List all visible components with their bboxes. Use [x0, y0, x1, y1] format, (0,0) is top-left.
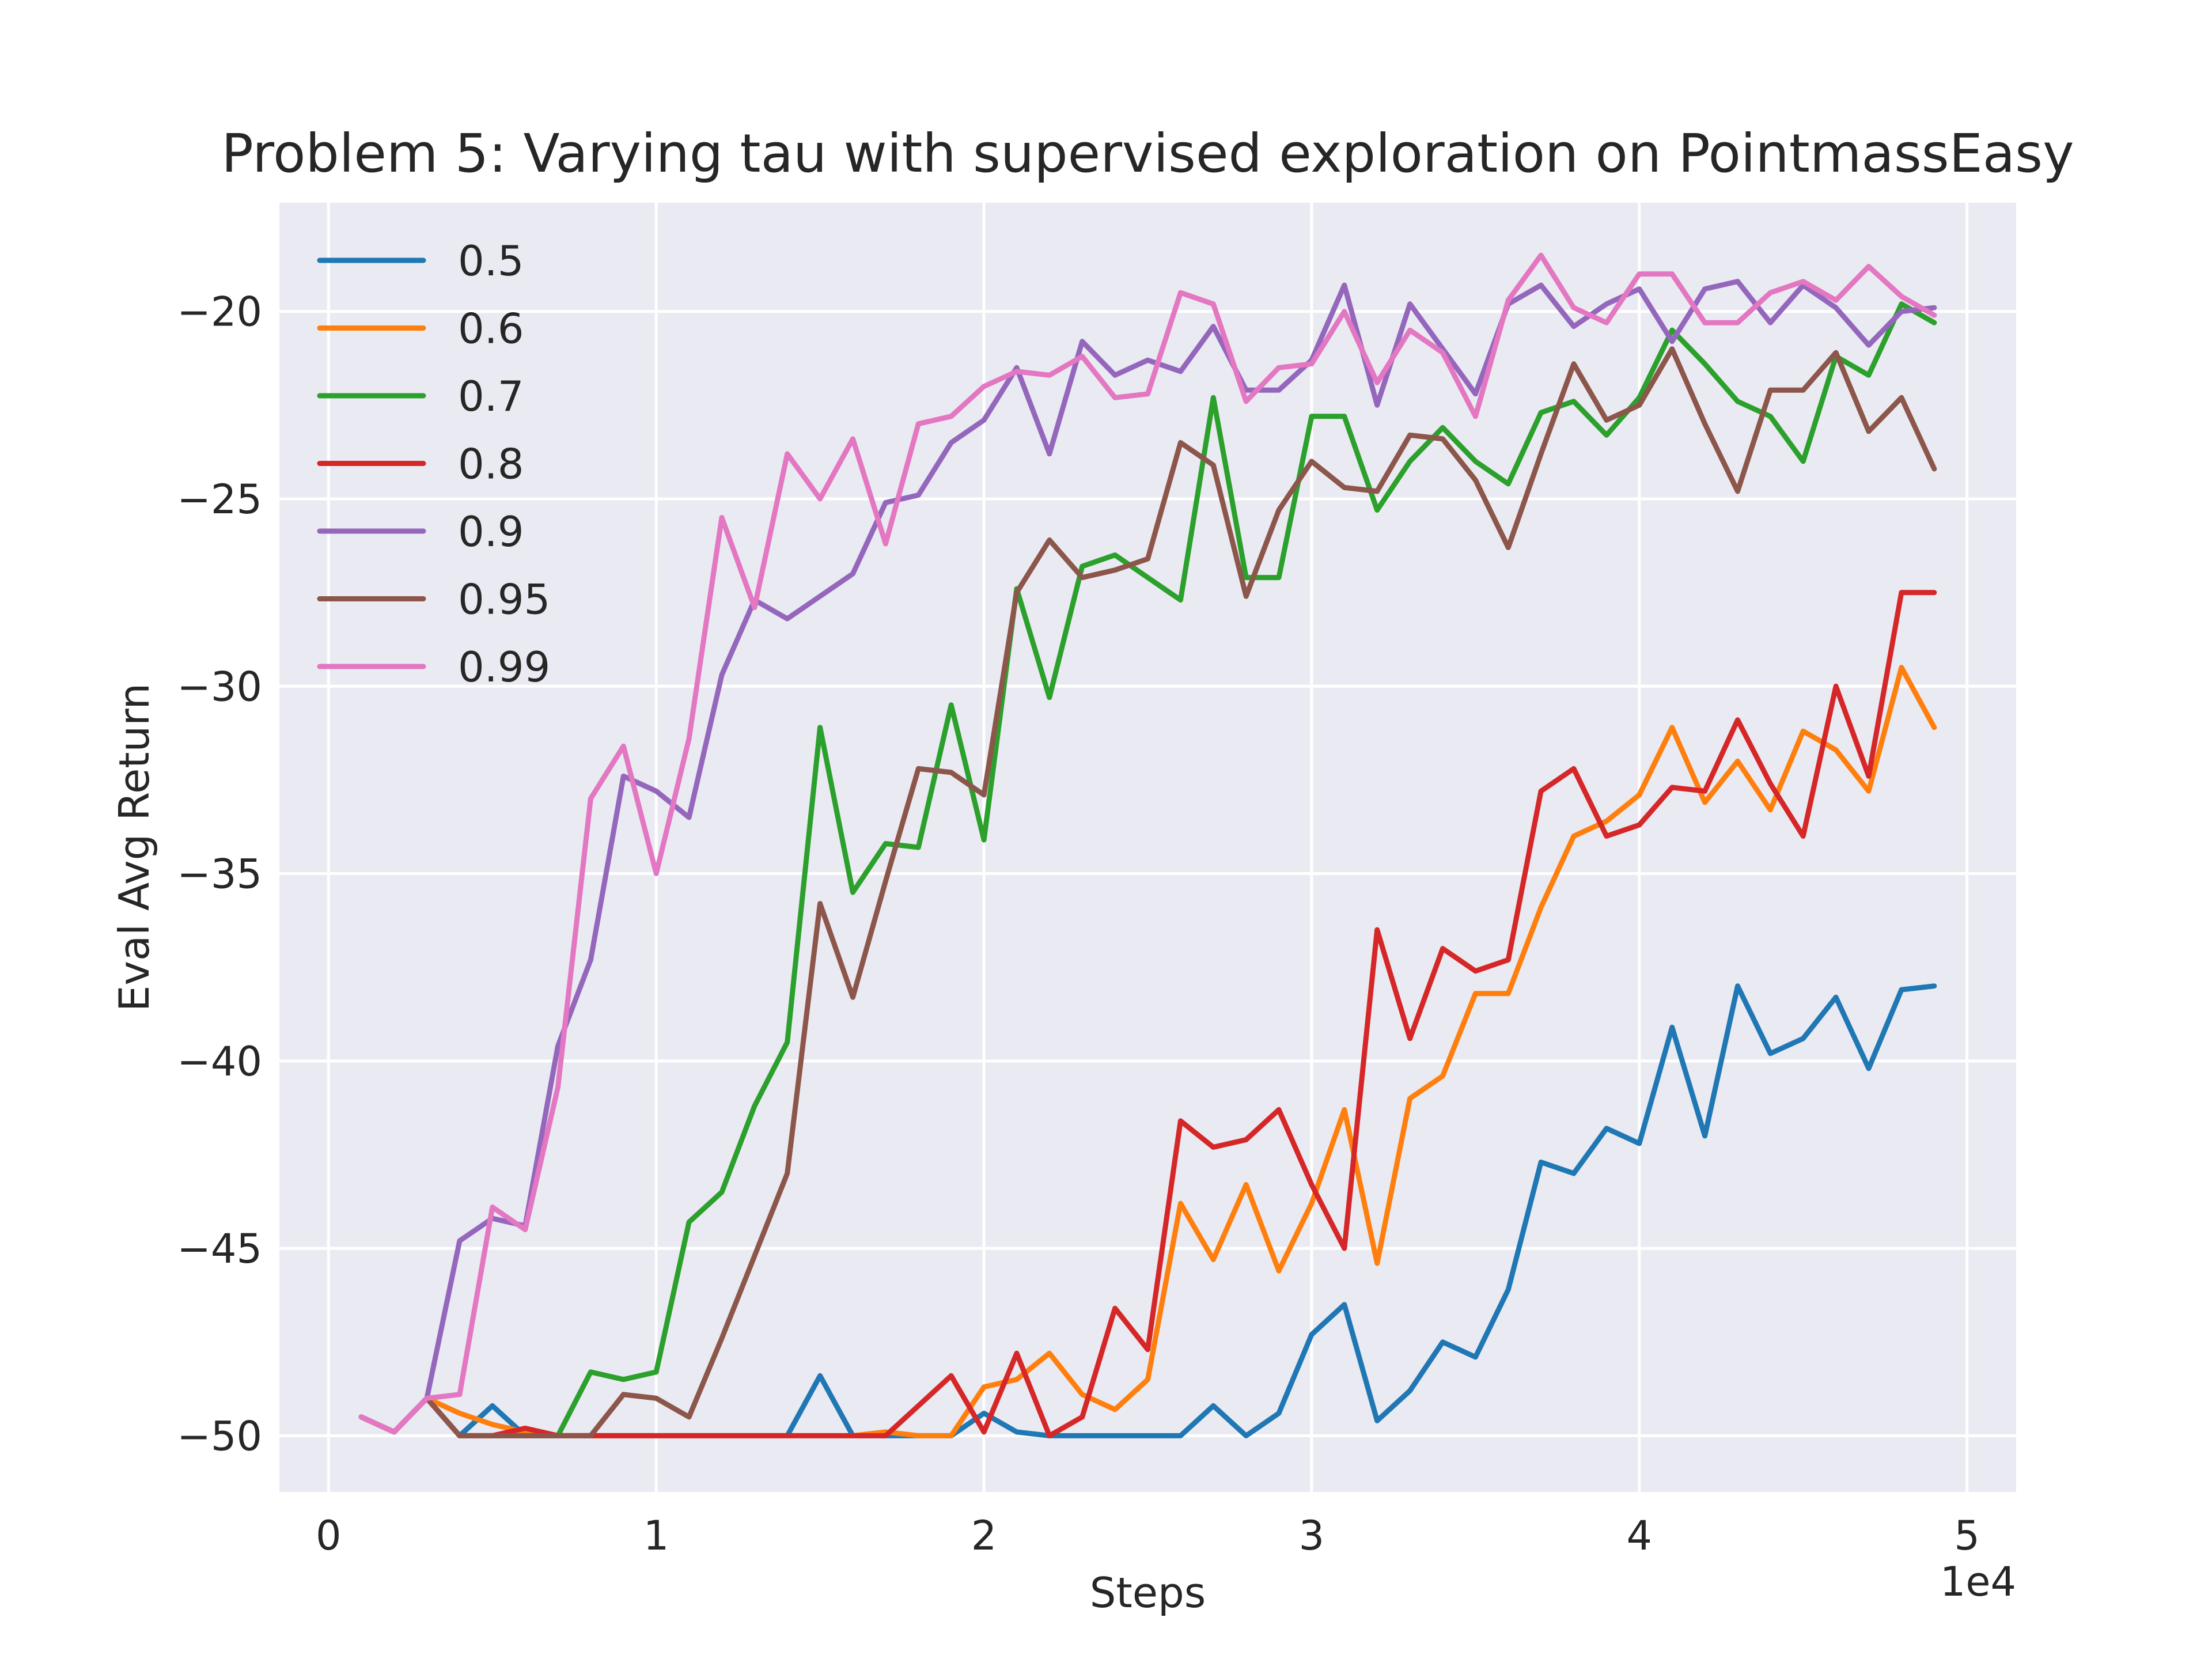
legend-entry-label: 0.9 [458, 507, 524, 556]
legend-entry-label: 0.5 [458, 237, 524, 285]
x-tick-label: 1 [643, 1512, 669, 1559]
series-line-0-9 [358, 279, 1937, 1435]
x-axis-offset-label: 1e4 [1940, 1558, 2016, 1605]
legend-entry-label: 0.95 [458, 575, 550, 624]
series-line-0-7 [358, 301, 1937, 1438]
x-tick-label: 5 [1954, 1512, 1980, 1559]
y-tick-label: −35 [177, 851, 262, 898]
legend: 0.5 0.6 0.7 0.8 0.9 0.95 0.99 [317, 237, 550, 691]
x-tick-label: 3 [1299, 1512, 1325, 1559]
plot-area [279, 203, 2016, 1492]
y-tick-label: −30 [177, 663, 262, 710]
x-axis-ticks: 0 1 2 3 4 5 [316, 1512, 1980, 1559]
series-line-0-99 [358, 252, 1937, 1435]
series-line-0-8 [358, 590, 1937, 1438]
legend-entry-label: 0.7 [458, 372, 524, 421]
y-axis-ticks: −50 −45 −40 −35 −30 −25 −20 [177, 289, 262, 1460]
x-axis-label: Steps [1090, 1569, 1206, 1617]
series-line-0-95 [358, 346, 1937, 1438]
chart-title: Problem 5: Varying tau with supervised e… [221, 123, 2074, 184]
y-tick-label: −25 [177, 476, 262, 523]
series-lines [358, 252, 1937, 1438]
x-tick-label: 0 [316, 1512, 342, 1559]
legend-entry-label: 0.99 [458, 643, 550, 691]
legend-entry-label: 0.8 [458, 440, 524, 488]
y-tick-label: −50 [177, 1412, 262, 1460]
y-tick-label: −45 [177, 1225, 262, 1272]
x-tick-label: 2 [971, 1512, 997, 1559]
y-axis-label: Eval Avg Return [110, 683, 158, 1012]
legend-entry-label: 0.6 [458, 305, 524, 353]
y-tick-label: −40 [177, 1038, 262, 1085]
y-tick-label: −20 [177, 289, 262, 336]
x-tick-label: 4 [1627, 1512, 1653, 1559]
